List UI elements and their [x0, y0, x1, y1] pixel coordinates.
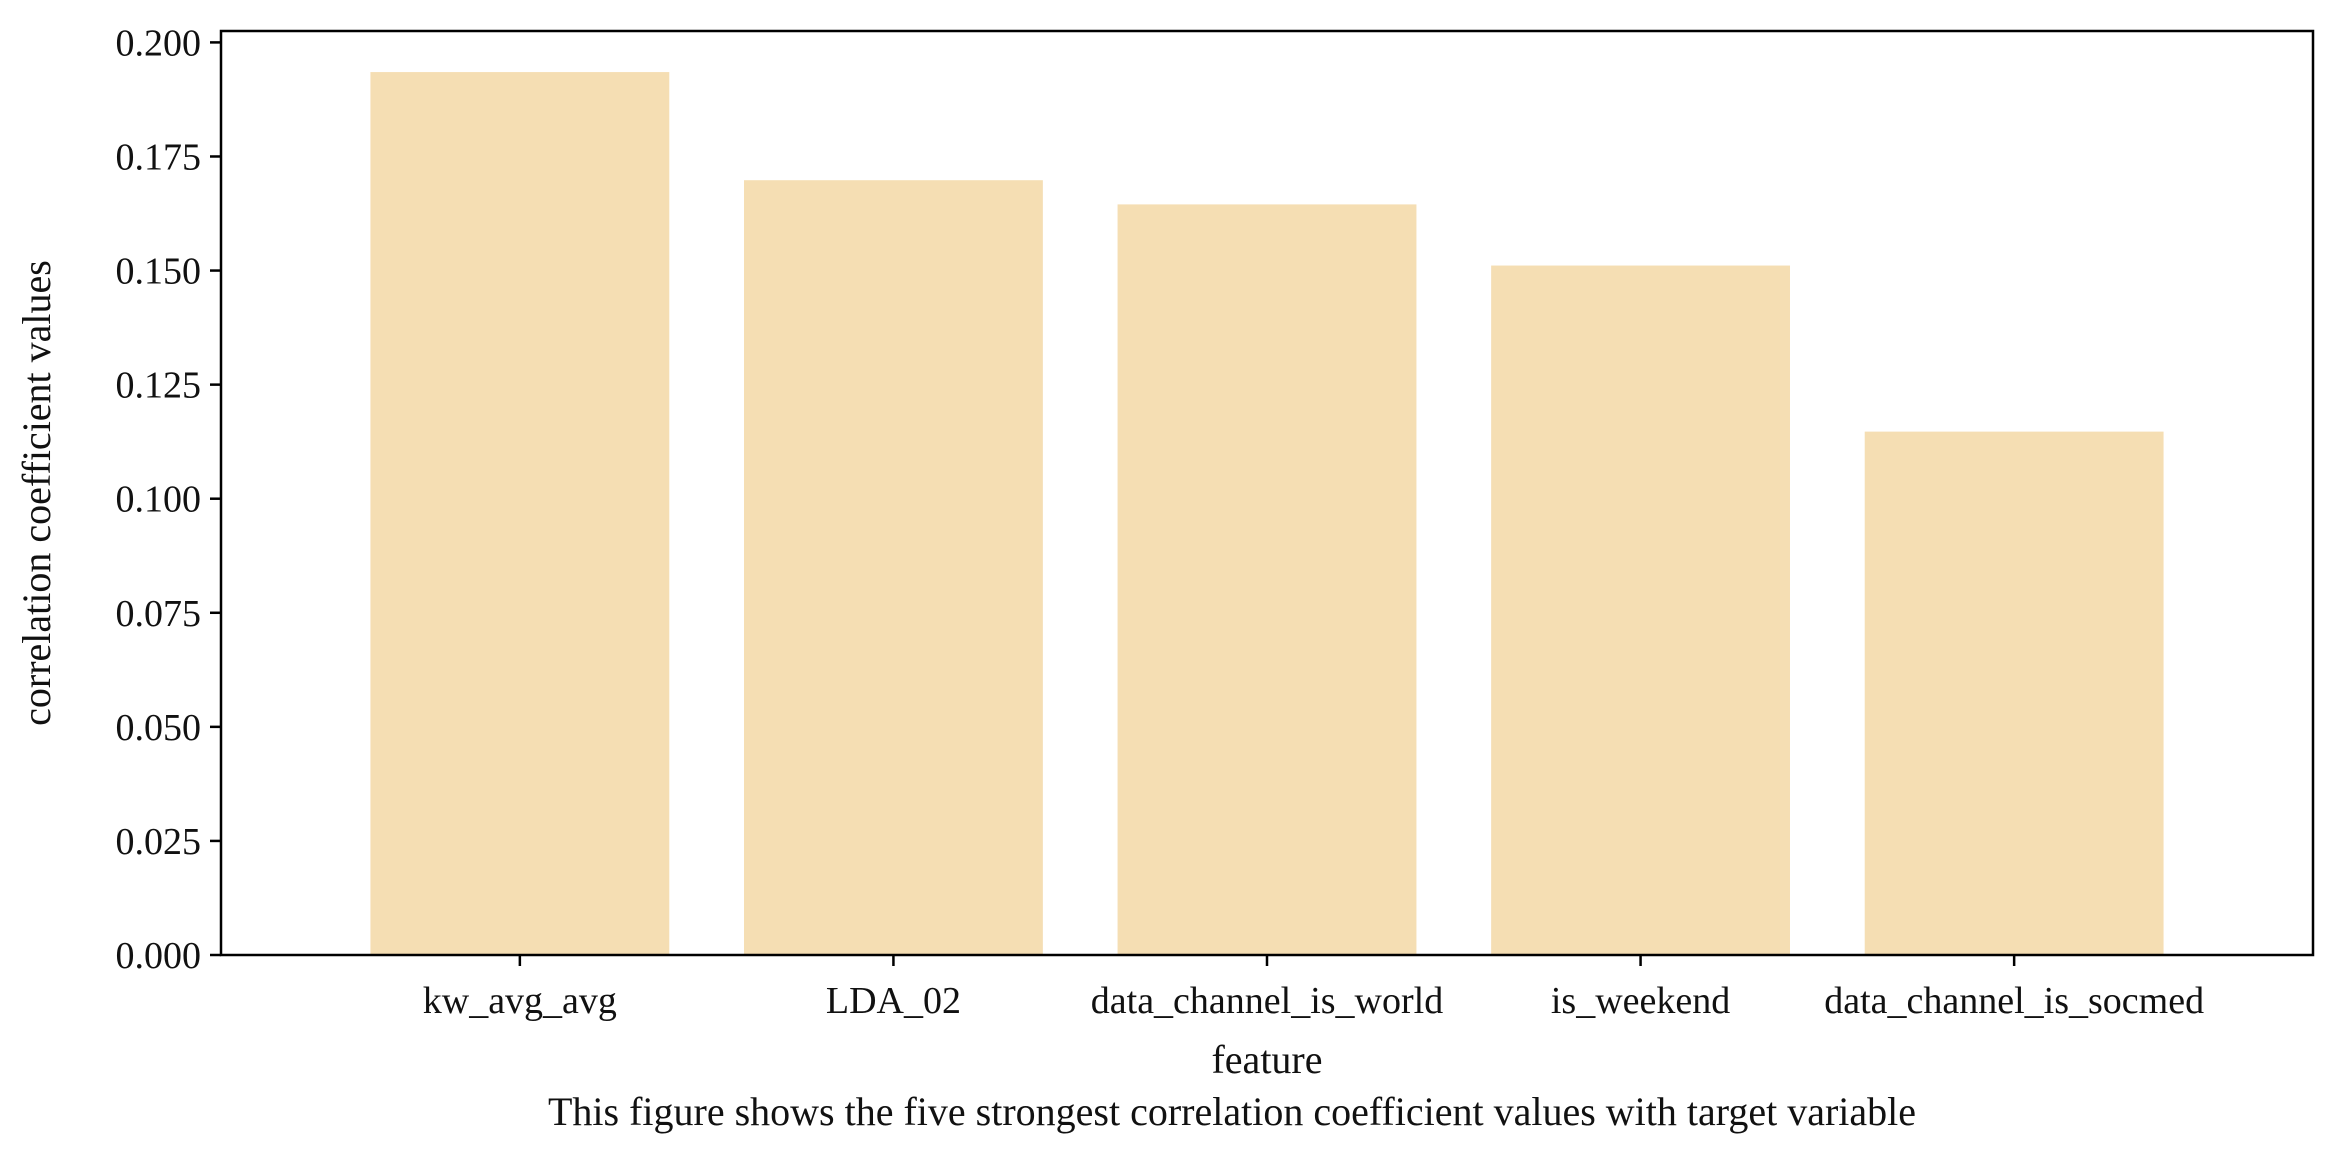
x-axis-ticks: kw_avg_avg LDA_02 data_channel_is_world is_… [423, 955, 2204, 1022]
bar-kw_avg_avg [370, 72, 670, 956]
figure-caption: This figure shows the five strongest cor… [548, 1089, 1916, 1134]
x-axis-label: feature [1211, 1037, 1322, 1082]
y-tick-label: 0.200 [116, 22, 202, 64]
bar-is_weekend [1491, 265, 1790, 956]
x-tick-label: kw_avg_avg [423, 980, 617, 1022]
y-axis-label: correlation coefficient values [14, 260, 59, 726]
y-tick-label: 0.150 [116, 251, 202, 293]
plot-frame [219, 29, 2315, 957]
y-tick-label: 0.100 [116, 479, 202, 521]
y-tick-label: 0.125 [116, 365, 202, 407]
bar-data_channel_is_socmed [1864, 431, 2164, 955]
y-tick-label: 0.175 [116, 136, 202, 178]
x-tick-label: data_channel_is_world [1091, 980, 1443, 1022]
y-tick-label: 0.025 [116, 821, 202, 863]
y-tick-label: 0.000 [116, 935, 202, 977]
y-tick-label: 0.075 [116, 593, 202, 635]
x-tick-label: data_channel_is_socmed [1824, 980, 2204, 1022]
x-tick-label: LDA_02 [826, 980, 961, 1022]
bar-LDA_02 [744, 180, 1043, 956]
bar-data_channel_is_world [1117, 204, 1417, 956]
y-tick-label: 0.050 [116, 707, 202, 749]
bars-group [370, 72, 2164, 956]
x-tick-label: is_weekend [1551, 980, 1730, 1022]
y-axis-ticks: 0.000 0.025 0.050 0.075 0.100 0.125 0.150 0.175… [116, 22, 221, 977]
